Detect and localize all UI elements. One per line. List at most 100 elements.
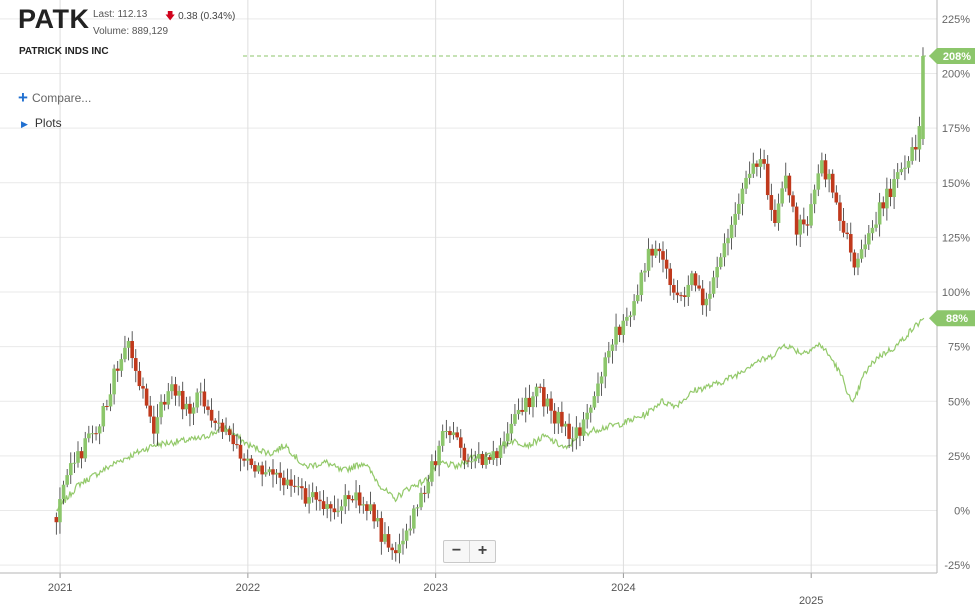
candle-body: [863, 244, 868, 250]
candle-body: [343, 495, 348, 507]
candle-body: [704, 298, 709, 306]
candle-body: [614, 326, 618, 345]
candle-body: [285, 479, 290, 486]
candle-body: [173, 384, 178, 396]
plots-toggle[interactable]: ▶ Plots: [21, 116, 62, 130]
candle-body: [657, 248, 662, 252]
candle-body: [260, 465, 264, 475]
candle-body: [112, 368, 116, 395]
candle-body: [166, 391, 171, 405]
candle-body: [318, 499, 322, 502]
candle-body: [256, 465, 261, 472]
candle-body: [188, 403, 192, 414]
candle-body: [856, 258, 860, 268]
candle-body: [664, 259, 669, 269]
candle-body: [426, 481, 431, 494]
candle-body: [137, 370, 142, 387]
candle-body: [336, 510, 340, 513]
candle-body: [628, 315, 633, 317]
candle-body: [823, 160, 828, 180]
candle-body: [484, 457, 488, 465]
candle-body: [498, 445, 503, 459]
candle-body: [848, 234, 853, 253]
candle-body: [401, 540, 405, 545]
candle-body: [538, 386, 543, 388]
candle-body: [195, 392, 199, 408]
candle-body: [747, 173, 752, 178]
candle-body: [523, 397, 528, 412]
candle-body: [881, 202, 886, 209]
candle-body: [917, 126, 922, 150]
chart-grid: [0, 0, 937, 573]
candle-body: [191, 407, 196, 414]
candle-body: [765, 163, 770, 196]
y-tick-label: 225%: [942, 14, 970, 26]
candle-body: [646, 248, 651, 271]
candle-body: [105, 405, 109, 407]
candle-body: [751, 163, 756, 174]
candle-body: [690, 273, 694, 285]
compare-button[interactable]: + Compare...: [18, 88, 91, 108]
candle-body: [812, 189, 817, 205]
candle-body: [635, 295, 640, 302]
candle-body: [419, 492, 423, 508]
candle-body: [596, 383, 600, 397]
down-arrow-icon: 🡇: [165, 11, 176, 22]
x-tick-label: 2022: [236, 582, 260, 594]
candle-body: [159, 401, 163, 418]
candle-body: [97, 426, 102, 434]
y-tick-label: 150%: [942, 178, 970, 190]
candle-body: [354, 492, 358, 501]
candle-body: [708, 293, 712, 299]
candle-body: [198, 391, 203, 393]
candle-body: [249, 458, 254, 466]
candle-body: [758, 159, 763, 167]
candle-body: [213, 420, 218, 423]
candle-body: [921, 56, 925, 140]
y-tick-label: 100%: [942, 287, 970, 299]
candle-body: [303, 488, 308, 504]
candle-body: [274, 472, 279, 475]
candle-body: [437, 445, 441, 466]
candle-body: [700, 288, 705, 306]
candle-body: [527, 397, 532, 408]
candle-body: [350, 499, 355, 501]
candle-body: [148, 405, 153, 417]
candle-body: [141, 386, 145, 389]
y-tick-label: -25%: [944, 560, 970, 572]
candle-body: [245, 458, 250, 461]
x-tick-label: 2021: [48, 582, 72, 594]
candle-body: [798, 219, 803, 235]
y-tick-label: 200%: [942, 69, 970, 81]
candle-body: [892, 179, 896, 197]
zoom-out-button[interactable]: −: [444, 541, 470, 562]
candle-body: [841, 220, 846, 233]
candle-body: [310, 492, 315, 498]
zoom-in-button[interactable]: +: [477, 542, 488, 559]
candle-body: [368, 504, 373, 511]
candle-body: [762, 159, 766, 164]
candle-body: [393, 550, 398, 554]
candle-body: [899, 169, 904, 173]
candle-body: [726, 238, 730, 244]
candle-body: [126, 341, 131, 348]
candle-body: [170, 384, 174, 392]
x-tick-label: 2023: [423, 582, 447, 594]
candle-body: [206, 406, 210, 410]
candle-body: [253, 465, 257, 472]
candle-body: [552, 410, 557, 424]
candle-body: [491, 451, 496, 460]
candle-body: [365, 504, 369, 511]
benchmark-value-badge: 88%: [946, 313, 968, 325]
candle-body: [477, 454, 481, 459]
candle-body: [563, 423, 568, 427]
candle-body: [603, 357, 608, 377]
candle-body: [650, 248, 654, 256]
candle-body: [755, 163, 759, 167]
candle-body: [585, 412, 589, 420]
price-change-value: 0.38 (0.34%): [178, 11, 236, 22]
candle-body: [607, 350, 611, 358]
candle-body: [487, 457, 492, 460]
